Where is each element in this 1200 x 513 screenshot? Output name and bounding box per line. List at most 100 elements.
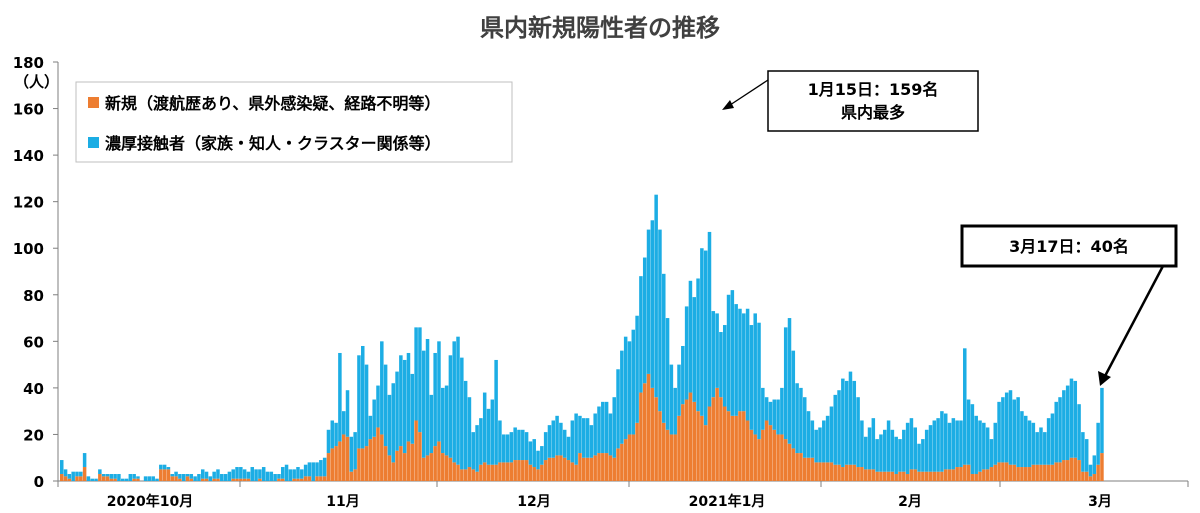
bar-contact [1092,455,1097,475]
bar-new [1016,467,1020,481]
bar-contact [955,420,959,468]
bar-contact [513,427,517,461]
bar-contact [677,364,681,416]
bar-new [921,471,925,481]
bar-contact [768,401,773,426]
bar-contact [711,311,716,398]
bar-new [662,422,666,481]
bar-new [673,434,677,481]
bar-contact [467,397,472,468]
bar-contact [368,415,373,440]
bar-contact [787,318,792,444]
bar-contact [833,394,837,465]
bar-new [559,455,563,481]
bar-contact [562,429,567,458]
bar-contact [719,332,723,398]
bar-contact [822,420,826,463]
bar-contact [361,345,365,449]
bar-new [848,464,853,481]
bar-contact [543,432,548,461]
bar-new [749,429,754,481]
bar-new [1012,464,1017,481]
bar-new [844,464,849,481]
bar-contact [67,474,72,479]
bar-new [414,420,418,481]
bar-new [703,425,708,481]
bar-new [391,462,395,481]
bar-contact [284,464,289,481]
bar-contact [825,415,830,463]
bar-new [841,467,845,481]
bar-new [985,469,990,481]
bar-new [688,392,693,481]
bar-contact [296,467,300,479]
bar-contact [90,478,94,481]
bar-new [479,464,483,481]
legend-label-contact: 濃厚接触者（家族・知人・クラスター関係等） [105,134,441,153]
bar-new [540,464,544,481]
bar-contact [559,422,563,456]
bar-contact [597,406,601,454]
bar-contact [524,432,529,461]
bar-new [692,401,697,481]
bar-contact [1065,385,1070,461]
bar-new [1062,460,1066,481]
y-tick-label: 160 [13,101,44,119]
bar-contact [604,401,609,454]
bar-contact [909,418,914,470]
bar-contact [780,387,784,435]
bar-contact [844,380,849,465]
bar-new [787,443,792,481]
bar-new [1046,464,1051,481]
callout-peak-box [767,70,979,132]
bar-contact [269,471,274,481]
bar-new [338,441,342,481]
bar-contact [860,420,864,468]
bar-contact [273,474,277,481]
callout-peak-line1: 1月15日：159名 [808,80,939,99]
bar-contact [402,359,407,454]
bar-contact [997,401,1001,463]
bar-new [963,464,967,481]
bar-contact [722,325,727,407]
bar-new [1004,462,1009,481]
x-axis: 2020年10月 11月 12月 2021年1月 2月 3月 [57,481,1189,510]
bar-new [913,469,917,481]
bar-contact [700,248,704,416]
bar-contact [578,415,582,454]
bar-new [955,467,959,481]
bar-contact [277,474,281,479]
bar-contact [265,471,270,481]
bar-new [319,476,323,481]
bar-new [399,446,403,481]
bar-new [589,457,594,481]
bar-contact [421,350,426,458]
bar-new [665,429,670,481]
bar-contact [863,436,868,470]
bar-new [894,474,898,481]
bar-new [924,471,929,481]
bar-contact [917,443,921,472]
bar-contact [654,194,658,398]
bar-contact [814,429,818,463]
bar-new [810,457,815,481]
y-tick-label: 180 [13,54,44,72]
bar-new [63,476,68,481]
bar-contact [1008,390,1013,465]
bar-new [604,453,609,481]
bar-contact [631,329,636,435]
bar-new [418,432,422,481]
bar-contact [829,406,834,463]
bar-contact [951,418,956,470]
bar-new [300,478,304,481]
bar-contact [185,474,190,477]
bar-contact [646,229,651,374]
bar-contact [490,399,495,465]
bar-contact [852,380,857,465]
bar-new [761,429,765,481]
bar-contact [1016,397,1020,468]
bar-contact [178,474,182,479]
bar-new [402,453,407,481]
y-tick-label: 40 [23,380,44,398]
bar-contact [856,397,860,468]
